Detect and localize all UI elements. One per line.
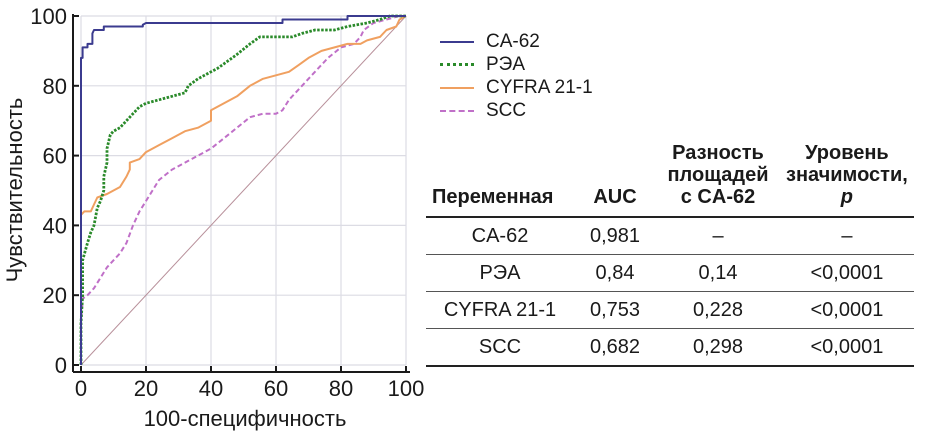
cell-diff: – — [656, 216, 780, 255]
header-p-line3: p — [840, 186, 854, 208]
legend-label: SCC — [486, 99, 527, 121]
legend-item-scc: SCC — [440, 99, 593, 122]
y-axis-title: Чувствительность — [2, 98, 27, 283]
header-diff: Разность площадей с CA-62 — [656, 142, 780, 218]
cell-variable: РЭА — [426, 254, 574, 292]
cell-auc: 0,981 — [574, 216, 656, 255]
x-tick-label: 80 — [329, 376, 353, 401]
cell-p: <0,0001 — [780, 254, 914, 292]
auc-table: Переменная AUC Разность площадей с CA-62… — [426, 142, 914, 367]
cell-auc: 0,753 — [574, 291, 656, 329]
header-p-line2: значимости, — [786, 164, 908, 186]
grid — [80, 15, 407, 366]
roc-chart: 0 20 40 60 80 100 0 20 40 60 80 100 100-специфичнос… — [2, 4, 424, 431]
x-tick-label: 20 — [134, 376, 158, 401]
header-p-line1: Уровень — [805, 142, 889, 164]
legend-label: CYFRA 21-1 — [486, 76, 593, 98]
series-line-cyfra-21-1 — [80, 15, 407, 365]
legend-item-cyfra: CYFRA 21-1 — [440, 76, 593, 99]
x-tick-label: 0 — [75, 376, 87, 401]
header-diff-line3: с CA-62 — [680, 186, 756, 208]
x-axis-title: 100-специфичность — [144, 406, 347, 431]
table-header-row: Переменная AUC Разность площадей с CA-62… — [426, 142, 914, 218]
header-diff-line1: Разность — [672, 142, 764, 164]
series-group — [79, 14, 407, 366]
cell-auc: 0,84 — [574, 254, 656, 292]
legend-label: CA-62 — [486, 30, 540, 52]
cell-p: <0,0001 — [780, 328, 914, 367]
header-variable-text: Переменная — [432, 186, 554, 208]
table-row: CYFRA 21-1 0,753 0,228 <0,0001 — [426, 291, 914, 329]
series-line-reference — [80, 15, 407, 366]
header-variable: Переменная — [426, 142, 574, 218]
y-tick-label: 60 — [43, 144, 67, 169]
header-auc: AUC — [574, 142, 656, 218]
y-tick-label: 80 — [43, 74, 67, 99]
table-row: РЭА 0,84 0,14 <0,0001 — [426, 254, 914, 292]
x-tick-label: 100 — [388, 376, 425, 401]
cell-variable: CYFRA 21-1 — [426, 291, 574, 329]
cell-diff: 0,228 — [656, 291, 780, 329]
axes — [72, 14, 410, 373]
legend-swatch-cyfra — [440, 86, 474, 89]
y-tick-label: 40 — [43, 213, 67, 238]
cell-variable: CA-62 — [426, 216, 574, 255]
cell-p: – — [780, 216, 914, 255]
legend-label: РЭА — [486, 53, 526, 75]
cell-p: <0,0001 — [780, 291, 914, 329]
legend-swatch-rea — [440, 63, 474, 66]
cell-diff: 0,298 — [656, 328, 780, 367]
series-line-ca-62 — [80, 15, 406, 365]
series-line-рэа — [79, 14, 406, 365]
header-auc-text: AUC — [593, 186, 637, 208]
cell-diff: 0,14 — [656, 254, 780, 292]
y-tick-label: 0 — [55, 353, 67, 378]
table-row: SCC 0,682 0,298 <0,0001 — [426, 328, 914, 367]
legend-swatch-scc — [440, 109, 474, 112]
header-diff-line2: площадей — [667, 164, 769, 186]
legend-item-rea: РЭА — [440, 53, 593, 76]
cell-auc: 0,682 — [574, 328, 656, 367]
y-tick-label: 100 — [30, 4, 67, 29]
x-tick-label: 60 — [264, 376, 288, 401]
x-tick-label: 40 — [199, 376, 223, 401]
table-row: CA-62 0,981 – – — [426, 216, 914, 255]
legend-swatch-ca62 — [440, 40, 474, 43]
legend: CA-62 РЭА CYFRA 21-1 SCC — [440, 30, 593, 122]
legend-item-ca62: CA-62 — [440, 30, 593, 53]
header-p: Уровень значимости, p — [780, 142, 914, 218]
ticks: 0 20 40 60 80 100 0 20 40 60 80 100 — [30, 4, 424, 401]
y-tick-label: 20 — [43, 283, 67, 308]
cell-variable: SCC — [426, 328, 574, 367]
